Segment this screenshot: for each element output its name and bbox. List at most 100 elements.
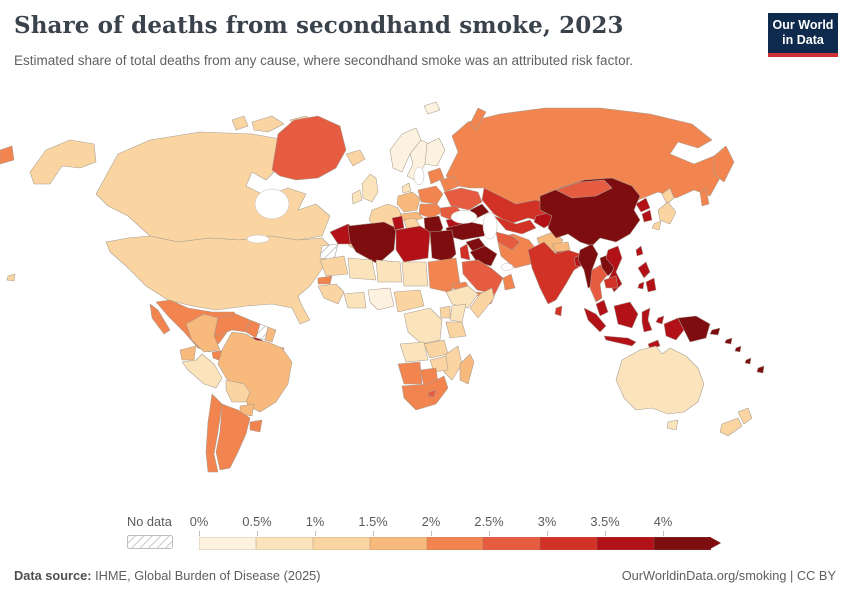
region-ukraine[interactable] [443, 187, 483, 211]
region-russia-novaya-zemlya[interactable] [469, 107, 487, 131]
region-egypt[interactable] [429, 229, 457, 263]
region-french-guiana[interactable] [264, 326, 277, 343]
region-guinea-region[interactable] [317, 283, 345, 305]
region-usa-alaska[interactable] [29, 139, 97, 185]
region-south-africa[interactable] [401, 375, 449, 411]
region-jordan-israel[interactable] [459, 243, 471, 261]
region-indonesia-moluccas[interactable] [655, 315, 665, 325]
region-angola[interactable] [399, 341, 429, 363]
region-turkmenistan[interactable] [495, 231, 521, 251]
region-cambodia[interactable] [603, 275, 619, 289]
region-drc[interactable] [403, 307, 443, 345]
region-fiji[interactable] [756, 365, 765, 374]
region-iceland[interactable] [345, 149, 366, 167]
region-indonesia-papua[interactable] [663, 317, 685, 341]
region-png-new-britain[interactable] [709, 327, 721, 336]
region-japan-kyushu[interactable] [651, 220, 662, 231]
legend-colorbar[interactable] [199, 537, 722, 550]
region-indonesia-sulawesi[interactable] [641, 307, 653, 333]
region-nigeria[interactable] [367, 287, 395, 311]
region-venezuela[interactable] [213, 313, 251, 337]
region-indonesia-java[interactable] [603, 335, 637, 347]
region-uruguay[interactable] [249, 419, 263, 433]
region-bolivia[interactable] [225, 379, 251, 403]
region-belarus[interactable] [439, 175, 460, 193]
region-australia[interactable] [615, 345, 705, 415]
region-solomon-islands-2[interactable] [734, 345, 742, 353]
region-indonesia-sumatra[interactable] [583, 307, 607, 333]
region-namibia[interactable] [397, 361, 423, 385]
region-madagascar[interactable] [459, 353, 475, 385]
region-chad[interactable] [401, 261, 429, 287]
region-kenya[interactable] [449, 303, 467, 323]
region-finland[interactable] [424, 137, 446, 167]
region-philippines-visayas[interactable] [637, 281, 645, 290]
region-oman[interactable] [502, 273, 516, 291]
owid-logo[interactable]: Our World in Data [768, 13, 838, 57]
region-mauritania[interactable] [319, 255, 349, 277]
region-uganda[interactable] [439, 305, 451, 319]
region-japan-hokkaido[interactable] [661, 187, 675, 205]
region-china[interactable] [539, 177, 641, 247]
region-new-zealand-north[interactable] [737, 407, 753, 425]
region-cameroon-car[interactable] [393, 289, 425, 313]
great-lakes [246, 234, 270, 244]
region-indonesia-borneo[interactable] [613, 301, 639, 329]
region-japan-honshu[interactable] [657, 201, 677, 225]
region-tunisia[interactable] [391, 215, 405, 231]
region-taiwan[interactable] [635, 245, 644, 257]
region-greenland[interactable] [271, 115, 347, 181]
region-timor-leste[interactable] [647, 339, 661, 350]
region-lesotho[interactable] [427, 389, 437, 398]
region-vanuatu[interactable] [744, 357, 752, 365]
region-canada-arctic-4[interactable] [231, 115, 249, 131]
credit-link[interactable]: OurWorldinData.org/smoking | CC BY [621, 568, 836, 583]
region-saudi-arabia[interactable] [461, 259, 504, 295]
region-colombia[interactable] [185, 313, 221, 353]
region-brazil[interactable] [217, 331, 293, 413]
region-mali[interactable] [347, 257, 377, 281]
region-germany[interactable] [396, 191, 421, 213]
region-denmark[interactable] [401, 182, 412, 194]
no-data-swatch[interactable] [127, 535, 173, 549]
region-chile[interactable] [205, 393, 223, 473]
region-ethiopia[interactable] [445, 285, 479, 309]
region-russia-kamchatka[interactable] [713, 145, 735, 183]
region-tanzania[interactable] [445, 321, 467, 339]
region-ecuador[interactable] [179, 345, 197, 361]
region-solomon-islands-1[interactable] [724, 337, 733, 345]
region-ireland[interactable] [351, 189, 363, 205]
region-libya[interactable] [395, 225, 431, 263]
region-philippines-mindanao[interactable] [645, 277, 657, 293]
region-argentina[interactable] [215, 403, 251, 471]
region-new-zealand-south[interactable] [719, 417, 743, 437]
region-somalia[interactable] [469, 287, 495, 319]
region-baltics[interactable] [427, 167, 445, 185]
region-nepal[interactable] [551, 241, 571, 253]
region-senegal[interactable] [317, 275, 333, 285]
region-ghana-ivory[interactable] [343, 291, 367, 309]
region-norway-svalbard[interactable] [423, 101, 441, 115]
region-czechia-hungary[interactable] [418, 203, 444, 219]
region-india[interactable] [527, 241, 585, 305]
region-philippines-luzon[interactable] [637, 261, 651, 279]
region-niger[interactable] [375, 259, 403, 283]
region-malaysia[interactable] [595, 299, 609, 317]
region-algeria[interactable] [347, 221, 397, 265]
region-uk[interactable] [361, 173, 379, 203]
region-south-korea[interactable] [641, 209, 653, 223]
region-russia-sakhalin[interactable] [699, 187, 710, 207]
region-australia-tasmania[interactable] [666, 419, 679, 431]
region-north-korea[interactable] [635, 197, 651, 213]
region-russia-west-wrap[interactable] [0, 145, 15, 165]
region-usa-hawaii[interactable] [6, 273, 16, 282]
region-peru[interactable] [181, 353, 223, 389]
region-uzbekistan[interactable] [493, 215, 537, 235]
region-usa[interactable] [105, 235, 333, 325]
region-papua-new-guinea[interactable] [677, 315, 711, 343]
region-canada-arctic-1[interactable] [251, 115, 285, 133]
region-sri-lanka[interactable] [554, 305, 563, 317]
region-poland[interactable] [417, 185, 444, 205]
region-mongolia[interactable] [555, 179, 613, 199]
region-mexico-baja[interactable] [149, 303, 171, 335]
